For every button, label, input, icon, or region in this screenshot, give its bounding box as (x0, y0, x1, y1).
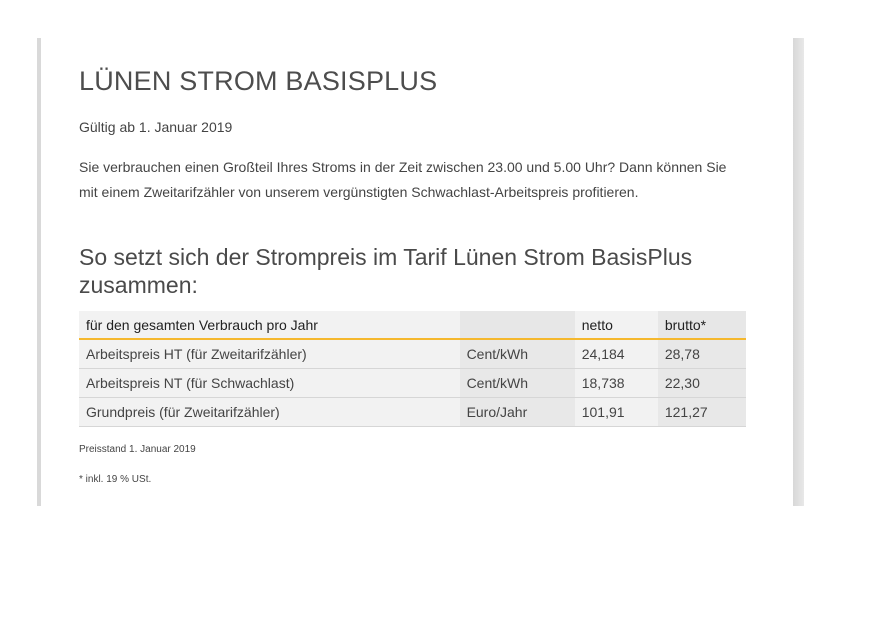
row-label: Arbeitspreis HT (für Zweitarifzähler) (79, 339, 460, 369)
left-border-bar (37, 38, 41, 506)
row-unit: Cent/kWh (459, 339, 575, 369)
row-label: Arbeitspreis NT (für Schwachlast) (79, 368, 460, 398)
header-unit (459, 311, 575, 340)
row-brutto: 28,78 (657, 339, 746, 369)
row-unit: Euro/Jahr (459, 397, 575, 427)
right-scroll-edge (793, 38, 804, 506)
table-row: Arbeitspreis NT (für Schwachlast) Cent/k… (79, 368, 746, 398)
header-brutto: brutto* (657, 311, 746, 340)
header-netto: netto (574, 311, 658, 340)
intro-paragraph: Sie verbrauchen einen Großteil Ihres Str… (79, 159, 727, 200)
row-brutto: 22,30 (657, 368, 746, 398)
row-unit: Cent/kWh (459, 368, 575, 398)
vat-footnote: * inkl. 19 % USt. (79, 474, 152, 485)
row-netto: 24,184 (574, 339, 658, 369)
table-header-row: für den gesamten Verbrauch pro Jahr nett… (79, 311, 746, 340)
price-section-heading: So setzt sich der Strompreis im Tarif Lü… (79, 244, 693, 298)
table-row: Grundpreis (für Zweitarifzähler) Euro/Ja… (79, 397, 746, 427)
row-netto: 101,91 (574, 397, 658, 427)
header-usage: für den gesamten Verbrauch pro Jahr (79, 311, 460, 340)
row-brutto: 121,27 (657, 397, 746, 427)
row-netto: 18,738 (574, 368, 658, 398)
price-table: für den gesamten Verbrauch pro Jahr nett… (79, 311, 746, 427)
row-label: Grundpreis (für Zweitarifzähler) (79, 397, 460, 427)
valid-from-text: Gültig ab 1. Januar 2019 (79, 119, 233, 135)
table-row: Arbeitspreis HT (für Zweitarifzähler) Ce… (79, 339, 746, 369)
page-title: LÜNEN STROM BASISPLUS (79, 66, 438, 96)
price-date-note: Preisstand 1. Januar 2019 (79, 444, 196, 455)
